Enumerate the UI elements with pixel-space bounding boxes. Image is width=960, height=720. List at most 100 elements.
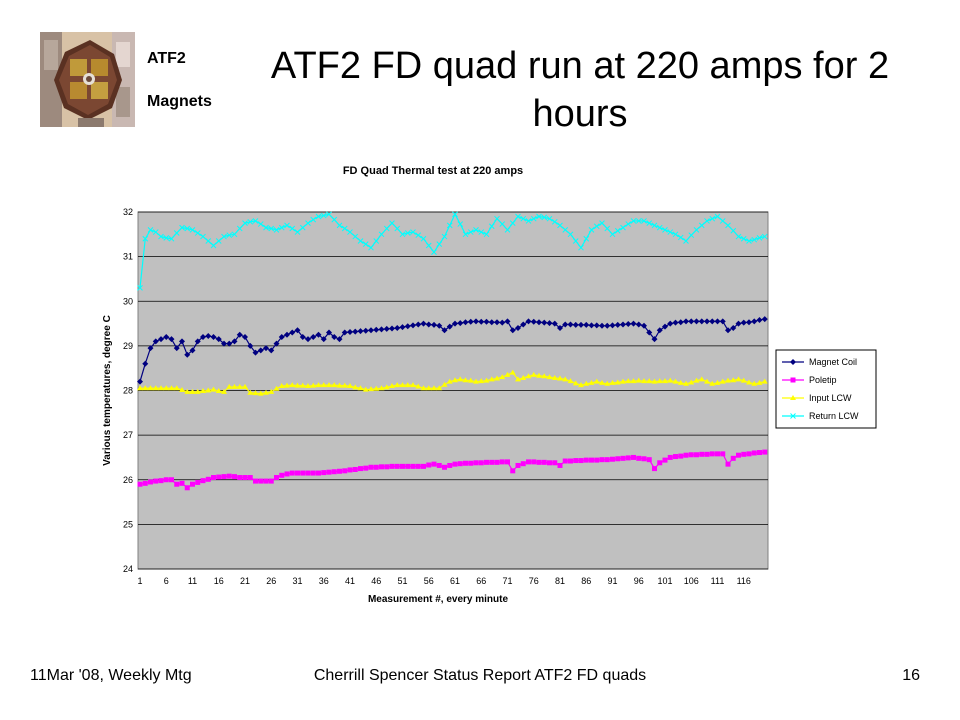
- input-lcw-point: [305, 383, 311, 389]
- return-lcw-point: [572, 238, 579, 244]
- poletip-point: [657, 460, 663, 466]
- y-axis-label: Various temperatures, degree C: [102, 315, 113, 466]
- input-lcw-point: [252, 390, 259, 396]
- x-tick-label: 106: [684, 576, 699, 586]
- poletip-point: [174, 481, 180, 487]
- input-lcw-point: [404, 382, 411, 388]
- x-tick-label: 21: [240, 576, 250, 586]
- magnet-coil-point: [247, 342, 254, 349]
- poletip-point: [179, 480, 185, 486]
- return-lcw-point: [315, 213, 322, 220]
- return-lcw-point: [725, 222, 731, 229]
- input-lcw-point: [614, 379, 621, 385]
- input-lcw-point: [467, 377, 474, 383]
- x-tick-label: 46: [371, 576, 381, 586]
- input-lcw-point: [257, 390, 264, 396]
- return-lcw-point: [210, 242, 217, 249]
- return-lcw-point: [557, 222, 563, 229]
- x-tick-label: 41: [345, 576, 355, 586]
- magnet-coil-point: [415, 321, 422, 328]
- return-lcw-point: [583, 235, 590, 242]
- magnet-coil-point: [163, 333, 170, 340]
- poletip-point: [232, 474, 237, 480]
- input-lcw-point: [194, 388, 201, 394]
- return-lcw-point: [362, 241, 369, 247]
- return-lcw-point: [714, 213, 721, 220]
- return-lcw-point: [373, 238, 380, 244]
- return-lcw-point: [504, 226, 511, 233]
- magnet-coil-point: [326, 329, 332, 336]
- input-lcw-point: [651, 378, 658, 384]
- poletip-point: [641, 456, 647, 462]
- page-number: 16: [902, 667, 920, 684]
- return-lcw-point: [205, 238, 212, 244]
- return-lcw-point: [336, 222, 343, 229]
- return-lcw-point: [473, 226, 479, 233]
- magnet-coil-point: [179, 338, 185, 345]
- input-lcw-point: [399, 382, 406, 388]
- x-tick-label: 91: [607, 576, 617, 586]
- return-lcw-point: [756, 235, 763, 241]
- logo-line-magnets: Magnets: [147, 93, 212, 110]
- poletip-point: [536, 459, 542, 465]
- return-lcw-point: [746, 238, 752, 244]
- input-lcw-point: [389, 383, 395, 389]
- poletip-point: [316, 470, 321, 476]
- magnet-coil-point: [746, 319, 752, 326]
- return-lcw-point: [168, 235, 175, 242]
- input-lcw-point: [278, 383, 285, 389]
- return-lcw-point: [163, 235, 170, 241]
- magnet-coil-point: [305, 336, 311, 343]
- return-lcw-point: [599, 220, 605, 227]
- return-lcw-point: [536, 213, 542, 220]
- poletip-point: [704, 451, 710, 457]
- return-lcw-point: [688, 232, 695, 239]
- return-lcw-point: [415, 232, 422, 239]
- return-lcw-point: [404, 230, 411, 236]
- magnet-coil-point: [646, 329, 653, 336]
- input-lcw-point: [236, 383, 243, 389]
- magnet-coil-point: [284, 331, 290, 338]
- input-lcw-point: [504, 371, 511, 377]
- magnet-coil-point: [677, 319, 684, 326]
- return-lcw-point: [441, 233, 448, 240]
- return-lcw-point: [662, 226, 668, 233]
- magnet-coil-point: [210, 333, 217, 340]
- poletip-point: [736, 452, 741, 458]
- input-lcw-point: [263, 389, 269, 395]
- poletip-point: [541, 459, 547, 465]
- input-lcw-point: [168, 385, 175, 391]
- poletip-point: [158, 478, 164, 484]
- poletip-point: [368, 464, 374, 470]
- return-lcw-point: [625, 221, 632, 227]
- input-lcw-point: [142, 385, 149, 391]
- input-lcw-point: [221, 388, 227, 394]
- return-lcw-point: [683, 238, 689, 244]
- return-lcw-point: [173, 230, 180, 236]
- magnet-coil-point: [509, 327, 516, 334]
- return-lcw-point: [368, 244, 374, 251]
- return-lcw-point: [551, 218, 558, 225]
- magnet-coil-point: [641, 322, 647, 329]
- magnet-coil-point: [504, 318, 511, 325]
- magnet-coil-point: [357, 328, 364, 335]
- magnet-coil-point: [320, 336, 327, 343]
- magnet-coil-point: [446, 323, 453, 330]
- return-lcw-point: [152, 229, 159, 235]
- return-lcw-point: [425, 242, 432, 249]
- poletip-point: [594, 457, 600, 463]
- input-lcw-point: [698, 376, 705, 382]
- input-lcw-point: [410, 382, 416, 388]
- return-lcw-point: [215, 238, 222, 244]
- magnet-coil-point: [352, 328, 359, 335]
- poletip-point: [562, 458, 568, 464]
- input-lcw-point: [341, 382, 348, 388]
- magnet-coil-point: [751, 318, 758, 325]
- series-magnet-coil: [137, 316, 768, 385]
- magnet-coil-point: [242, 333, 248, 340]
- input-lcw-point: [662, 378, 668, 384]
- return-lcw-point: [620, 224, 626, 231]
- input-lcw-point: [152, 385, 159, 391]
- magnet-coil-point: [593, 322, 600, 329]
- input-lcw-point: [336, 382, 343, 388]
